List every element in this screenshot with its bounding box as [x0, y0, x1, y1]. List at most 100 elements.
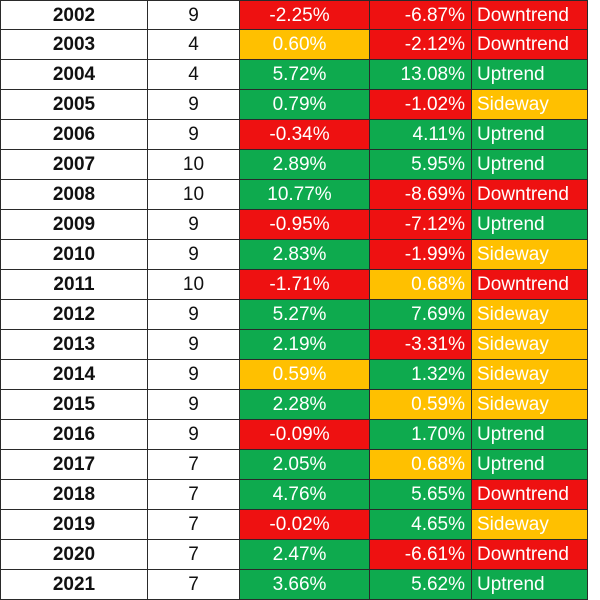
table-row: 2017 7 2.05% 0.68% Uptrend	[0, 450, 600, 480]
table-row: 2013 9 2.19% -3.31% Sideway	[0, 330, 600, 360]
table-row: 2002 9 -2.25% -6.87% Downtrend	[0, 0, 600, 30]
row-spacer	[588, 210, 600, 240]
count-cell: 9	[148, 390, 240, 420]
trend-cell: Sideway	[472, 510, 588, 540]
change-2-cell: 5.62%	[370, 570, 472, 600]
change-1-cell: 2.19%	[240, 330, 370, 360]
change-1-cell: 5.72%	[240, 60, 370, 90]
table-row: 2008 10 10.77% -8.69% Downtrend	[0, 180, 600, 210]
change-1-cell: -0.02%	[240, 510, 370, 540]
change-2-cell: 0.59%	[370, 390, 472, 420]
change-1-cell: 2.47%	[240, 540, 370, 570]
trend-cell: Downtrend	[472, 0, 588, 30]
change-2-cell: 5.95%	[370, 150, 472, 180]
year-cell: 2017	[0, 450, 148, 480]
year-cell: 2014	[0, 360, 148, 390]
trend-cell: Sideway	[472, 330, 588, 360]
trend-cell: Uptrend	[472, 60, 588, 90]
change-1-cell: -0.09%	[240, 420, 370, 450]
trend-cell: Downtrend	[472, 30, 588, 60]
change-1-cell: 0.60%	[240, 30, 370, 60]
row-spacer	[588, 150, 600, 180]
change-2-cell: 1.32%	[370, 360, 472, 390]
count-cell: 9	[148, 240, 240, 270]
trend-cell: Uptrend	[472, 450, 588, 480]
trend-cell: Sideway	[472, 390, 588, 420]
trend-cell: Sideway	[472, 240, 588, 270]
trend-cell: Downtrend	[472, 480, 588, 510]
year-cell: 2020	[0, 540, 148, 570]
row-spacer	[588, 360, 600, 390]
change-2-cell: 4.11%	[370, 120, 472, 150]
year-cell: 2012	[0, 300, 148, 330]
trend-cell: Sideway	[472, 360, 588, 390]
trend-cell: Downtrend	[472, 270, 588, 300]
year-cell: 2009	[0, 210, 148, 240]
count-cell: 9	[148, 300, 240, 330]
table-row: 2003 4 0.60% -2.12% Downtrend	[0, 30, 600, 60]
count-cell: 4	[148, 60, 240, 90]
row-spacer	[588, 120, 600, 150]
table-row: 2012 9 5.27% 7.69% Sideway	[0, 300, 600, 330]
change-1-cell: 10.77%	[240, 180, 370, 210]
trend-cell: Uptrend	[472, 420, 588, 450]
table-row: 2021 7 3.66% 5.62% Uptrend	[0, 570, 600, 600]
change-2-cell: 13.08%	[370, 60, 472, 90]
change-2-cell: -1.99%	[370, 240, 472, 270]
change-2-cell: -2.12%	[370, 30, 472, 60]
change-1-cell: 2.05%	[240, 450, 370, 480]
change-2-cell: 0.68%	[370, 270, 472, 300]
trend-cell: Uptrend	[472, 210, 588, 240]
count-cell: 4	[148, 30, 240, 60]
change-1-cell: -0.95%	[240, 210, 370, 240]
change-2-cell: 1.70%	[370, 420, 472, 450]
row-spacer	[588, 540, 600, 570]
change-2-cell: 7.69%	[370, 300, 472, 330]
count-cell: 9	[148, 120, 240, 150]
year-cell: 2013	[0, 330, 148, 360]
row-spacer	[588, 180, 600, 210]
change-1-cell: 4.76%	[240, 480, 370, 510]
year-cell: 2010	[0, 240, 148, 270]
table-row: 2010 9 2.83% -1.99% Sideway	[0, 240, 600, 270]
change-2-cell: -8.69%	[370, 180, 472, 210]
change-1-cell: 2.28%	[240, 390, 370, 420]
year-cell: 2007	[0, 150, 148, 180]
change-1-cell: 0.79%	[240, 90, 370, 120]
count-cell: 9	[148, 90, 240, 120]
count-cell: 10	[148, 150, 240, 180]
change-2-cell: -6.61%	[370, 540, 472, 570]
count-cell: 9	[148, 330, 240, 360]
count-cell: 7	[148, 570, 240, 600]
table-row: 2004 4 5.72% 13.08% Uptrend	[0, 60, 600, 90]
table-row: 2015 9 2.28% 0.59% Sideway	[0, 390, 600, 420]
table-row: 2005 9 0.79% -1.02% Sideway	[0, 90, 600, 120]
count-cell: 9	[148, 0, 240, 30]
change-2-cell: 4.65%	[370, 510, 472, 540]
table-row: 2014 9 0.59% 1.32% Sideway	[0, 360, 600, 390]
year-cell: 2016	[0, 420, 148, 450]
table-row: 2011 10 -1.71% 0.68% Downtrend	[0, 270, 600, 300]
table-row: 2019 7 -0.02% 4.65% Sideway	[0, 510, 600, 540]
year-cell: 2018	[0, 480, 148, 510]
count-cell: 7	[148, 480, 240, 510]
change-1-cell: 3.66%	[240, 570, 370, 600]
year-cell: 2015	[0, 390, 148, 420]
table-row: 2009 9 -0.95% -7.12% Uptrend	[0, 210, 600, 240]
count-cell: 7	[148, 510, 240, 540]
table-row: 2018 7 4.76% 5.65% Downtrend	[0, 480, 600, 510]
count-cell: 7	[148, 450, 240, 480]
trend-cell: Sideway	[472, 90, 588, 120]
count-cell: 9	[148, 360, 240, 390]
row-spacer	[588, 60, 600, 90]
table-row: 2016 9 -0.09% 1.70% Uptrend	[0, 420, 600, 450]
count-cell: 9	[148, 210, 240, 240]
row-spacer	[588, 300, 600, 330]
row-spacer	[588, 90, 600, 120]
change-1-cell: -0.34%	[240, 120, 370, 150]
row-spacer	[588, 450, 600, 480]
year-cell: 2003	[0, 30, 148, 60]
change-1-cell: 2.89%	[240, 150, 370, 180]
change-1-cell: -1.71%	[240, 270, 370, 300]
